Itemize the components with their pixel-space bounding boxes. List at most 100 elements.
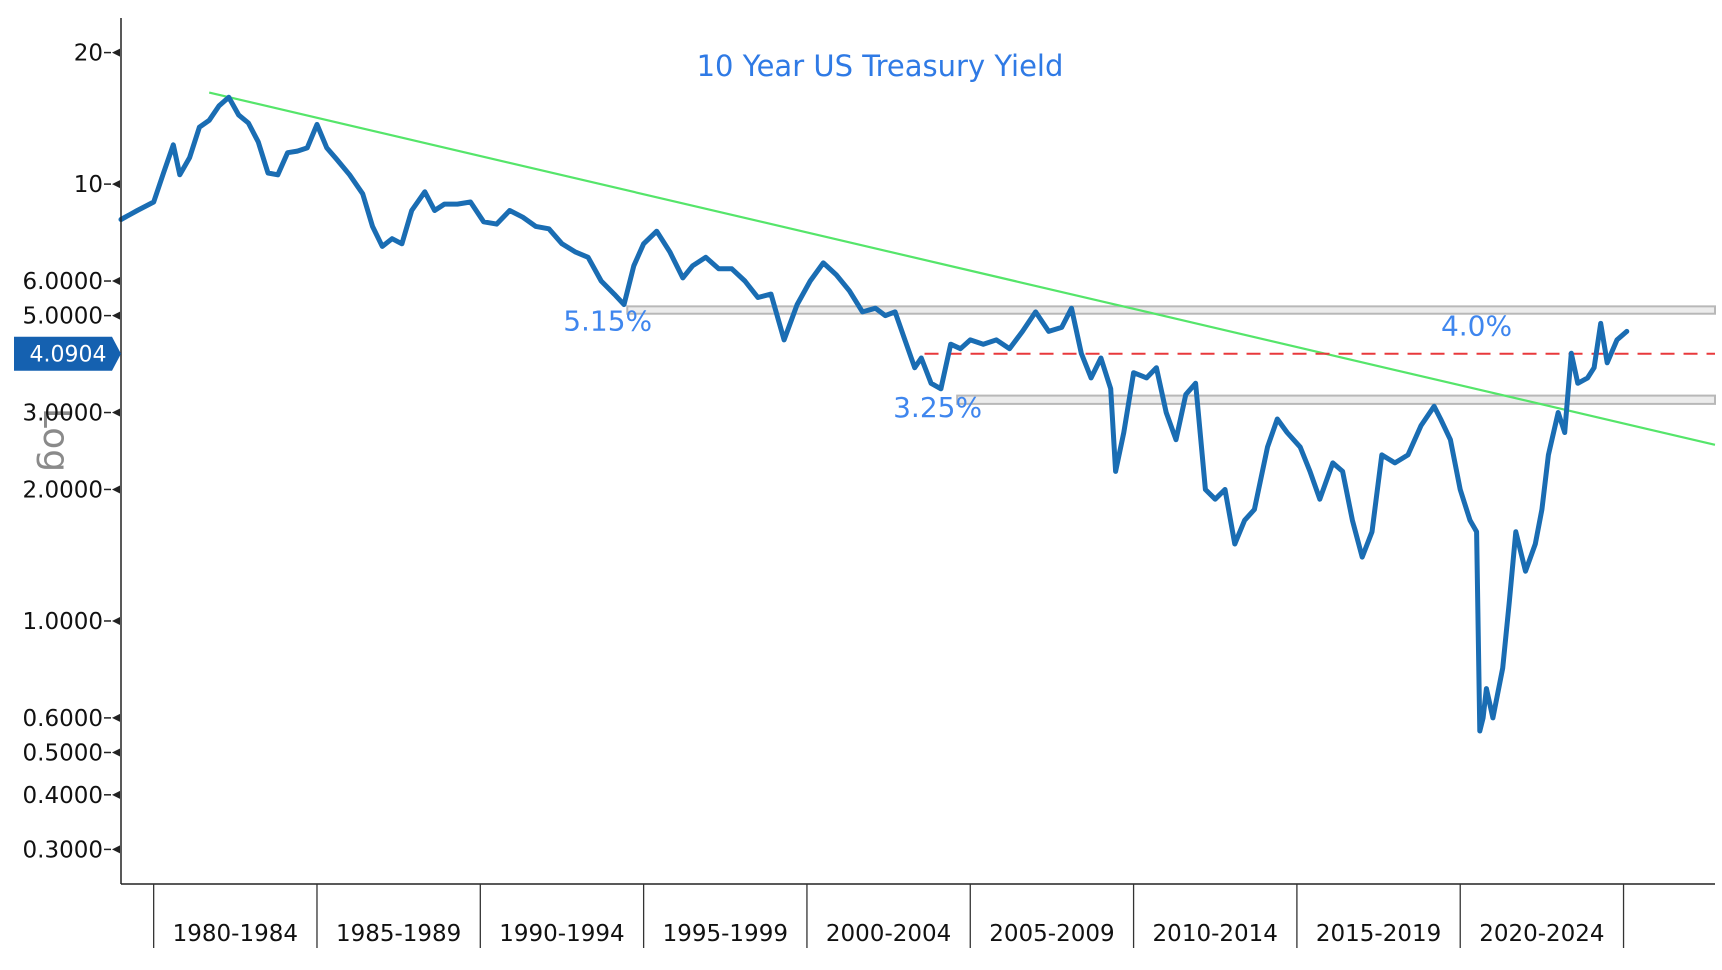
series-point (178, 173, 182, 177)
series-point (690, 264, 695, 268)
series-line-1 (118, 94, 1630, 734)
series-point (834, 273, 839, 277)
series-point (1213, 497, 1217, 502)
series-point (1174, 437, 1178, 442)
series-point (948, 342, 953, 347)
series-point (1285, 430, 1289, 435)
y-tick-mark (112, 277, 120, 286)
trendline (208, 91, 1716, 446)
series-point (1193, 381, 1198, 386)
series-point (821, 261, 826, 265)
series-point (716, 267, 721, 271)
series-point (641, 242, 646, 246)
series-point (1113, 469, 1118, 474)
series-point (1233, 542, 1237, 546)
series-point (1448, 437, 1453, 442)
series-point (256, 140, 261, 144)
series-point (276, 173, 280, 177)
series-point (370, 224, 375, 229)
y-tick-mark (112, 616, 120, 625)
y-tick-label: 0.3000 (23, 837, 103, 863)
x-ticks: 1980-1984 1985-1989 1990-1994 1995-1999 2000… (153, 884, 1625, 948)
y-tick-mark (112, 790, 120, 799)
series-point (1380, 453, 1384, 457)
series-point (654, 229, 659, 233)
series-point (1331, 461, 1335, 465)
series-point (151, 200, 156, 204)
series-point (1203, 487, 1208, 492)
series-point (1562, 430, 1567, 435)
series-point (1007, 346, 1012, 351)
series-point (756, 295, 760, 300)
x-tick-label: 2015-2019 (1316, 921, 1441, 947)
annotation-label: 5.15% (563, 305, 652, 338)
series-point (468, 200, 473, 204)
series-point (534, 224, 538, 229)
series-point (1569, 351, 1574, 356)
trendline-group (208, 91, 1716, 446)
series-point (860, 310, 865, 314)
series-point (521, 215, 525, 219)
series-point (161, 171, 166, 175)
series-point (1540, 507, 1544, 512)
series-point (1481, 716, 1485, 720)
series-point (929, 381, 933, 386)
series-point (958, 346, 963, 351)
series-point (507, 208, 512, 213)
series-point (599, 279, 603, 283)
annotations: 5.15% 3.25% 4.0% (563, 305, 1512, 424)
y-tick-mark (112, 408, 120, 417)
series-point (1556, 410, 1560, 415)
y-scale-label: Log (35, 408, 76, 472)
series-point (380, 244, 385, 249)
series-point (912, 365, 917, 370)
y-tick-mark (112, 48, 120, 57)
series-point (455, 202, 460, 206)
series-point (432, 208, 437, 213)
series-point (246, 121, 251, 125)
series-point (1605, 361, 1609, 365)
series-point (1164, 410, 1168, 415)
series-point (586, 255, 590, 260)
y-tick-label: 10 (74, 172, 103, 198)
series-point (1393, 461, 1397, 465)
series-point (135, 208, 140, 213)
chart-title: 10 Year US Treasury Yield (697, 49, 1064, 83)
y-tick-label: 3.0000 (23, 401, 103, 427)
series-point (334, 157, 339, 161)
x-tick-label: 2020-2024 (1479, 921, 1604, 947)
y-tick-mark (112, 748, 120, 757)
series-point (1252, 507, 1257, 512)
series-point (1298, 445, 1302, 449)
series-point (1360, 555, 1364, 559)
series-point (1598, 321, 1603, 326)
support-band-1 (626, 305, 1716, 315)
series-point (1484, 686, 1489, 691)
series-point (994, 338, 999, 342)
series-point (668, 250, 672, 254)
series-point (1144, 376, 1149, 380)
series-point (1576, 381, 1580, 386)
x-tick-label: 1990-1994 (499, 921, 624, 947)
series-point (1122, 430, 1126, 435)
series-point (730, 267, 734, 271)
series-point (1507, 601, 1511, 605)
series-point (1514, 530, 1518, 534)
series-point (360, 192, 365, 196)
series-point (1546, 453, 1551, 457)
y-tick-mark (112, 180, 120, 189)
series-point (207, 118, 211, 123)
series-point (1033, 310, 1038, 314)
series-point (1438, 417, 1443, 421)
support-bands (626, 305, 1716, 405)
series-point (1020, 329, 1025, 334)
series-point (919, 356, 924, 360)
series-point (1458, 487, 1462, 492)
series-point (547, 227, 551, 231)
series-point (1108, 387, 1113, 391)
x-tick-label: 1980-1984 (173, 921, 298, 947)
y-tick-label: 6.0000 (23, 269, 103, 295)
series-point (1491, 716, 1495, 720)
y-tick-mark (112, 845, 120, 854)
